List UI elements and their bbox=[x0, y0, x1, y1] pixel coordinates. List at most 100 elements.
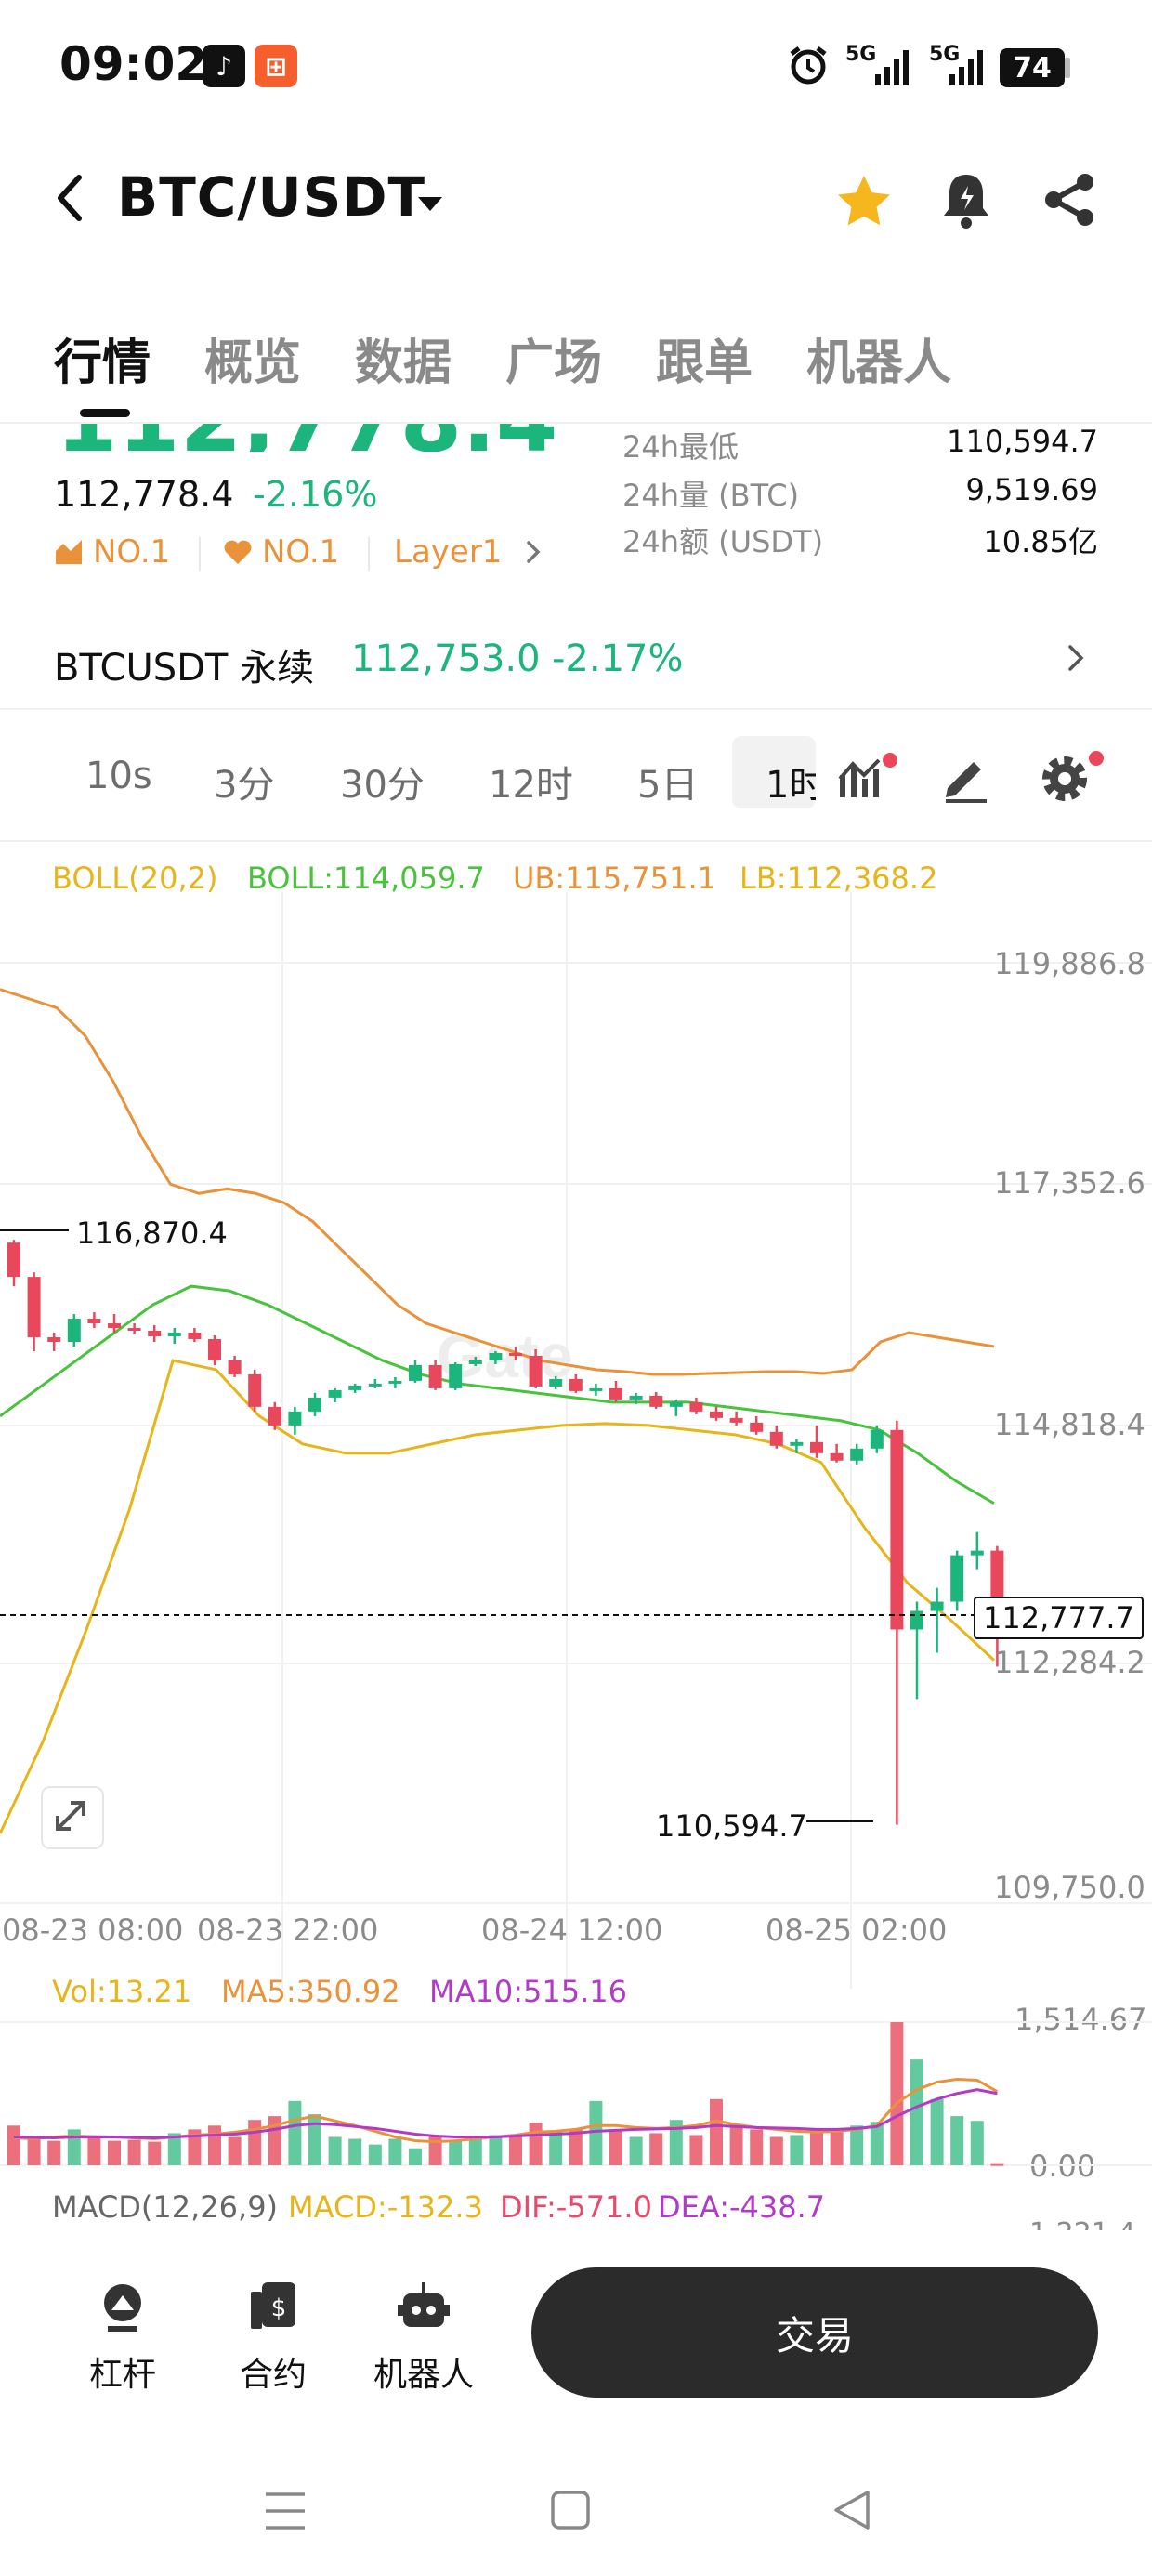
pair-title[interactable]: BTC/USDT bbox=[117, 165, 426, 229]
draw-pen-icon[interactable] bbox=[940, 751, 992, 803]
stat-label-volume: 24h量 (BTC) bbox=[622, 478, 800, 513]
tab-data[interactable]: 数据 bbox=[355, 335, 452, 391]
futures-nav-item[interactable]: $ 合约 bbox=[217, 2277, 329, 2396]
candle-body bbox=[790, 1441, 804, 1446]
candle-body bbox=[850, 1448, 864, 1461]
trade-button[interactable]: 交易 bbox=[531, 2267, 1098, 2398]
contract-icon: $ bbox=[251, 2282, 295, 2329]
candle-body bbox=[649, 1395, 663, 1407]
battery-tip bbox=[1065, 58, 1070, 78]
candle-body bbox=[308, 1397, 321, 1412]
bot-label: 机器人 bbox=[373, 2356, 474, 2394]
volume-chart bbox=[0, 2021, 1152, 2166]
rank-badge-1[interactable]: NO.1 bbox=[54, 533, 170, 571]
volume-bar bbox=[87, 2136, 101, 2165]
stat-value-volume: 9,519.69 bbox=[965, 472, 1099, 507]
volume-bar bbox=[970, 2121, 984, 2165]
stat-value-turnover: 10.85亿 bbox=[983, 524, 1098, 559]
usd-price: 112,778.4 bbox=[54, 474, 234, 515]
stat-label-turnover: 24h额 (USDT) bbox=[622, 524, 824, 559]
favorite-star-icon[interactable] bbox=[834, 173, 894, 230]
volume-bar bbox=[328, 2136, 342, 2165]
candle-body bbox=[830, 1452, 844, 1461]
indicator-icon[interactable] bbox=[836, 751, 903, 803]
perpetual-price: 112,753.0 bbox=[351, 637, 541, 680]
candle-body bbox=[449, 1363, 463, 1388]
candle-body bbox=[87, 1319, 101, 1324]
rank-badge-2[interactable]: NO.1 bbox=[223, 533, 339, 571]
active-tab-indicator bbox=[80, 409, 130, 417]
robot-icon bbox=[398, 2282, 450, 2327]
volume-bar bbox=[669, 2120, 683, 2165]
macd-dea: DEA:-438.7 bbox=[658, 2189, 826, 2225]
last-price: 112,778.4 bbox=[56, 424, 558, 452]
divider bbox=[0, 840, 1152, 842]
time-axis-label: 08-24 12:00 bbox=[481, 1912, 663, 1948]
volume-bar bbox=[228, 2136, 242, 2165]
back-arrow-icon[interactable] bbox=[51, 172, 88, 224]
volume-bar bbox=[710, 2098, 723, 2165]
sector-tag[interactable]: Layer1 bbox=[394, 533, 543, 571]
leverage-icon bbox=[104, 2284, 141, 2332]
interval-10s[interactable]: 10s bbox=[85, 755, 152, 797]
volume-bar bbox=[509, 2136, 522, 2165]
interval-3m[interactable]: 3分 bbox=[214, 764, 275, 807]
margin-nav-item[interactable]: 杠杆 bbox=[67, 2277, 178, 2396]
candle-body bbox=[288, 1411, 302, 1426]
volume-ma10: MA10:515.16 bbox=[429, 1974, 627, 2009]
status-time: 09:02 bbox=[59, 37, 208, 91]
divider bbox=[199, 537, 201, 571]
candle-body bbox=[228, 1360, 242, 1374]
back-nav-icon[interactable] bbox=[831, 2489, 871, 2531]
volume-bar bbox=[308, 2114, 321, 2165]
tab-market[interactable]: 行情 bbox=[54, 335, 151, 391]
candle-body bbox=[970, 1550, 984, 1556]
tab-bot[interactable]: 机器人 bbox=[806, 335, 952, 391]
stat-label-low: 24h最低 bbox=[622, 429, 740, 465]
divider bbox=[368, 537, 370, 571]
candle-body bbox=[910, 1610, 923, 1630]
volume-bar bbox=[549, 2131, 563, 2165]
candle-body bbox=[167, 1333, 181, 1337]
chevron-right-icon[interactable] bbox=[1065, 641, 1087, 675]
candle-body bbox=[7, 1242, 20, 1278]
candle-body bbox=[468, 1360, 482, 1364]
menu-icon[interactable] bbox=[264, 2491, 307, 2531]
price-axis-label: 114,818.4 bbox=[994, 1407, 1145, 1442]
interval-12h[interactable]: 12时 bbox=[489, 764, 573, 807]
battery-indicator: 74 bbox=[1000, 48, 1065, 87]
perpetual-name: BTCUSDT 永续 bbox=[54, 647, 315, 690]
volume-ma5-line bbox=[13, 2077, 999, 2144]
interval-1h-active[interactable]: 1时 bbox=[732, 736, 816, 808]
tab-overview[interactable]: 概览 bbox=[204, 335, 302, 391]
price-alert-bell-icon[interactable] bbox=[940, 171, 992, 230]
volume-value: Vol:13.21 bbox=[52, 1974, 192, 2009]
trend-chart-icon bbox=[56, 540, 82, 564]
settings-gear-icon[interactable] bbox=[1039, 749, 1109, 805]
boll-mid-value: BOLL:114,059.7 bbox=[247, 861, 485, 896]
candle-body bbox=[368, 1383, 382, 1387]
interval-30m[interactable]: 30分 bbox=[340, 764, 425, 807]
big-price-clip: 112,778.4 bbox=[56, 424, 595, 452]
candle-body bbox=[810, 1441, 823, 1453]
home-icon[interactable] bbox=[550, 2489, 591, 2531]
bot-nav-item[interactable]: 机器人 bbox=[368, 2277, 479, 2396]
volume-bar bbox=[368, 2144, 382, 2165]
volume-bar bbox=[529, 2123, 543, 2165]
volume-bar bbox=[248, 2120, 262, 2165]
interval-5d[interactable]: 5日 bbox=[637, 764, 699, 807]
candle-body bbox=[750, 1422, 764, 1432]
tab-square[interactable]: 广场 bbox=[505, 335, 603, 391]
fullscreen-button[interactable] bbox=[41, 1786, 104, 1849]
candle-body bbox=[950, 1555, 964, 1602]
share-icon[interactable] bbox=[1042, 173, 1096, 227]
pair-dropdown-icon[interactable] bbox=[416, 195, 444, 214]
volume-bar bbox=[167, 2133, 181, 2165]
volume-bar bbox=[910, 2059, 923, 2165]
candle-body bbox=[388, 1380, 402, 1384]
price-change: -2.16% bbox=[253, 474, 378, 515]
tab-copy-trade[interactable]: 跟单 bbox=[656, 335, 753, 391]
volume-bar bbox=[428, 2136, 442, 2165]
candlestick-chart[interactable]: Gate bbox=[0, 892, 1152, 1989]
boll-upper-line bbox=[0, 988, 995, 1376]
